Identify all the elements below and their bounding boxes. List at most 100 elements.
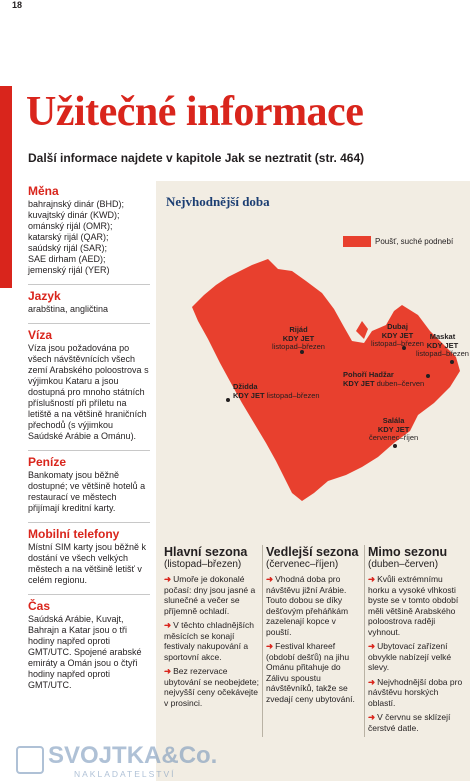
- bullet-text: Bez rezervace ubytování se neobejdete; n…: [164, 666, 259, 708]
- money-heading: Peníze: [28, 455, 67, 469]
- season-bullet: ➜ Kvůli extrémnímu horku a vysoké vlhkost…: [368, 574, 463, 637]
- city-label-jeddah: Džidda KDY JET listopad–březen: [233, 382, 320, 401]
- city-label-salalah: Salála KDY JET červenec–říjen: [369, 416, 419, 443]
- city-dot-muscat: [450, 360, 454, 364]
- publisher-watermark: SVOJTKA&Co. NAKLADATELSTVÍ: [10, 740, 230, 780]
- bullet-text: V červnu se sklízejí čerstvé datle.: [368, 712, 451, 733]
- season-months: (duben–červen): [368, 559, 439, 570]
- arrow-right-icon: ➜: [368, 641, 376, 651]
- city-dot-riyadh: [300, 350, 304, 354]
- bullet-text: V těchto chladnějších měsících se konají…: [164, 620, 254, 662]
- map-title: Nejvhodnější doba: [166, 194, 270, 209]
- season-low: Mimo sezonu (duben–červen) ➜ Kvůli extrém…: [364, 545, 466, 737]
- bullet-text: Ubytovací zařízení obvykle nabízejí velk…: [368, 641, 452, 672]
- season-title: Hlavní sezona: [164, 545, 248, 559]
- season-bullet: ➜ Festival khareef (období dešťů) na jihu…: [266, 641, 361, 704]
- bullet-text: Kvůli extrémnímu horku a vysoké vlhkosti…: [368, 574, 459, 637]
- arabia-map: [192, 259, 460, 501]
- city-dot-jeddah: [226, 398, 230, 402]
- city-name: Pohoří Hadžar: [343, 370, 394, 379]
- time-text: Saúdská Arábie, Kuvajt, Bahrajn a Katar …: [28, 614, 142, 690]
- season-shoulder: Vedlejší sezona (červenec–říjen) ➜ Vhodná…: [262, 545, 364, 737]
- arrow-right-icon: ➜: [164, 620, 172, 630]
- phones-heading: Mobilní telefony: [28, 527, 120, 541]
- subtitle: Další informace najdete v kapitole Jak s…: [28, 151, 365, 165]
- city-when: KDY JET: [426, 340, 459, 350]
- city-period: listopad–březen: [371, 339, 424, 348]
- money-text: Bankomaty jsou běžně dostupné; ve většin…: [28, 470, 146, 513]
- arrow-right-icon: ➜: [368, 712, 376, 722]
- time-heading: Čas: [28, 599, 51, 613]
- city-when: KDY JET: [282, 333, 315, 343]
- city-period: listopad–březen: [266, 390, 320, 400]
- language-heading: Jazyk: [28, 289, 61, 303]
- city-dot-salalah: [393, 444, 397, 448]
- city-when: KDY JET: [381, 330, 414, 340]
- season-high: Hlavní sezona (listopad–březen) ➜ Umoře j…: [160, 545, 262, 737]
- season-bullet: ➜ Ubytovací zařízení obvykle nabízejí vel…: [368, 641, 463, 673]
- visa-section: Víza Víza jsou požadována po všech návšt…: [28, 323, 150, 442]
- season-bullet: ➜ Bez rezervace ubytování se neobejdete; …: [164, 666, 259, 708]
- arrow-right-icon: ➜: [266, 641, 274, 651]
- info-sidebar: Měna bahrajnský dinár (BHD); kuvajtský d…: [28, 184, 150, 699]
- publisher-sub: NAKLADATELSTVÍ: [74, 769, 176, 779]
- phones-section: Mobilní telefony Místní SIM karty jsou b…: [28, 522, 150, 586]
- city-label-hajar: Pohoří Hadžar KDY JET duben–červen: [343, 370, 425, 388]
- publisher-logo-icon: [16, 746, 44, 774]
- map-legend: Poušť, suché podnebí: [343, 236, 453, 247]
- currency-line: bahrajnský dinár (BHD);: [28, 199, 125, 209]
- city-when: KDY JET: [377, 424, 410, 434]
- city-dot-dubai: [402, 346, 406, 350]
- currency-section: Měna bahrajnský dinár (BHD); kuvajtský d…: [28, 184, 150, 276]
- legend-swatch: [343, 236, 371, 247]
- city-period: listopad–březen: [416, 349, 469, 358]
- city-period: listopad–březen: [272, 342, 325, 351]
- desert-region: [192, 259, 460, 501]
- city-name: Salála: [382, 416, 405, 425]
- language-text: arabština, angličtina: [28, 304, 109, 314]
- currency-heading: Měna: [28, 184, 59, 198]
- currency-line: ománský rijál (OMR);: [28, 221, 113, 231]
- currency-line: jemenský rijál (YER): [28, 265, 110, 275]
- city-when: KDY JET: [233, 390, 265, 400]
- qatar-peninsula: [356, 321, 368, 339]
- city-period: duben–červen: [376, 378, 425, 388]
- page-number: 18: [12, 0, 23, 10]
- season-months: (červenec–říjen): [266, 559, 339, 570]
- seasons-columns: Hlavní sezona (listopad–březen) ➜ Umoře j…: [160, 545, 468, 737]
- season-title: Vedlejší sezona: [266, 545, 359, 559]
- city-name: Dubaj: [387, 322, 408, 331]
- bullet-text: Vhodná doba pro návštěvu jižní Arábie. T…: [266, 574, 349, 637]
- season-title: Mimo sezonu: [368, 545, 448, 559]
- red-section-tab: [0, 86, 12, 288]
- publisher-name: SVOJTKA&Co.: [48, 742, 218, 769]
- season-bullet: ➜ V červnu se sklízejí čerstvé datle.: [368, 712, 463, 733]
- language-section: Jazyk arabština, angličtina: [28, 284, 150, 315]
- season-bullet: ➜ Nejvhodnější doba pro návštěvu horských…: [368, 677, 463, 709]
- currency-line: SAE dirham (AED);: [28, 254, 106, 264]
- page-title: Užitečné informace: [26, 89, 364, 135]
- bullet-text: Festival khareef (období dešťů) na jihu …: [266, 641, 355, 704]
- season-bullet: ➜ V těchto chladnějších měsících se konaj…: [164, 620, 259, 662]
- season-bullet: ➜ Umoře je dokonalé počasí: dny jsou jasn…: [164, 574, 259, 616]
- city-name: Maskat: [429, 332, 456, 341]
- city-label-muscat: Maskat KDY JET listopad–březen: [416, 332, 469, 359]
- city-when: KDY JET: [343, 378, 375, 388]
- city-label-riyadh: Rijád KDY JET listopad–březen: [272, 325, 325, 352]
- visa-text: Víza jsou požadována po všech návštěvníc…: [28, 343, 149, 441]
- arrow-right-icon: ➜: [266, 574, 274, 584]
- legend-label: Poušť, suché podnebí: [375, 237, 454, 246]
- time-section: Čas Saúdská Arábie, Kuvajt, Bahrajn a Ka…: [28, 594, 150, 691]
- money-section: Peníze Bankomaty jsou běžně dostupné; ve…: [28, 450, 150, 514]
- arrow-right-icon: ➜: [164, 666, 172, 676]
- bullet-text: Nejvhodnější doba pro návštěvu horských …: [368, 676, 463, 708]
- city-name: Rijád: [289, 325, 308, 334]
- arrow-right-icon: ➜: [368, 676, 376, 687]
- season-months: (listopad–březen): [164, 559, 242, 570]
- city-period: červenec–říjen: [369, 433, 419, 442]
- currency-line: saúdský rijál (SAR);: [28, 243, 108, 253]
- city-dot-hajar: [426, 374, 430, 378]
- phones-text: Místní SIM karty jsou běžně k dostání ve…: [28, 542, 147, 585]
- arrow-right-icon: ➜: [164, 574, 172, 584]
- city-when-period: KDY JET listopad–březen: [233, 390, 320, 401]
